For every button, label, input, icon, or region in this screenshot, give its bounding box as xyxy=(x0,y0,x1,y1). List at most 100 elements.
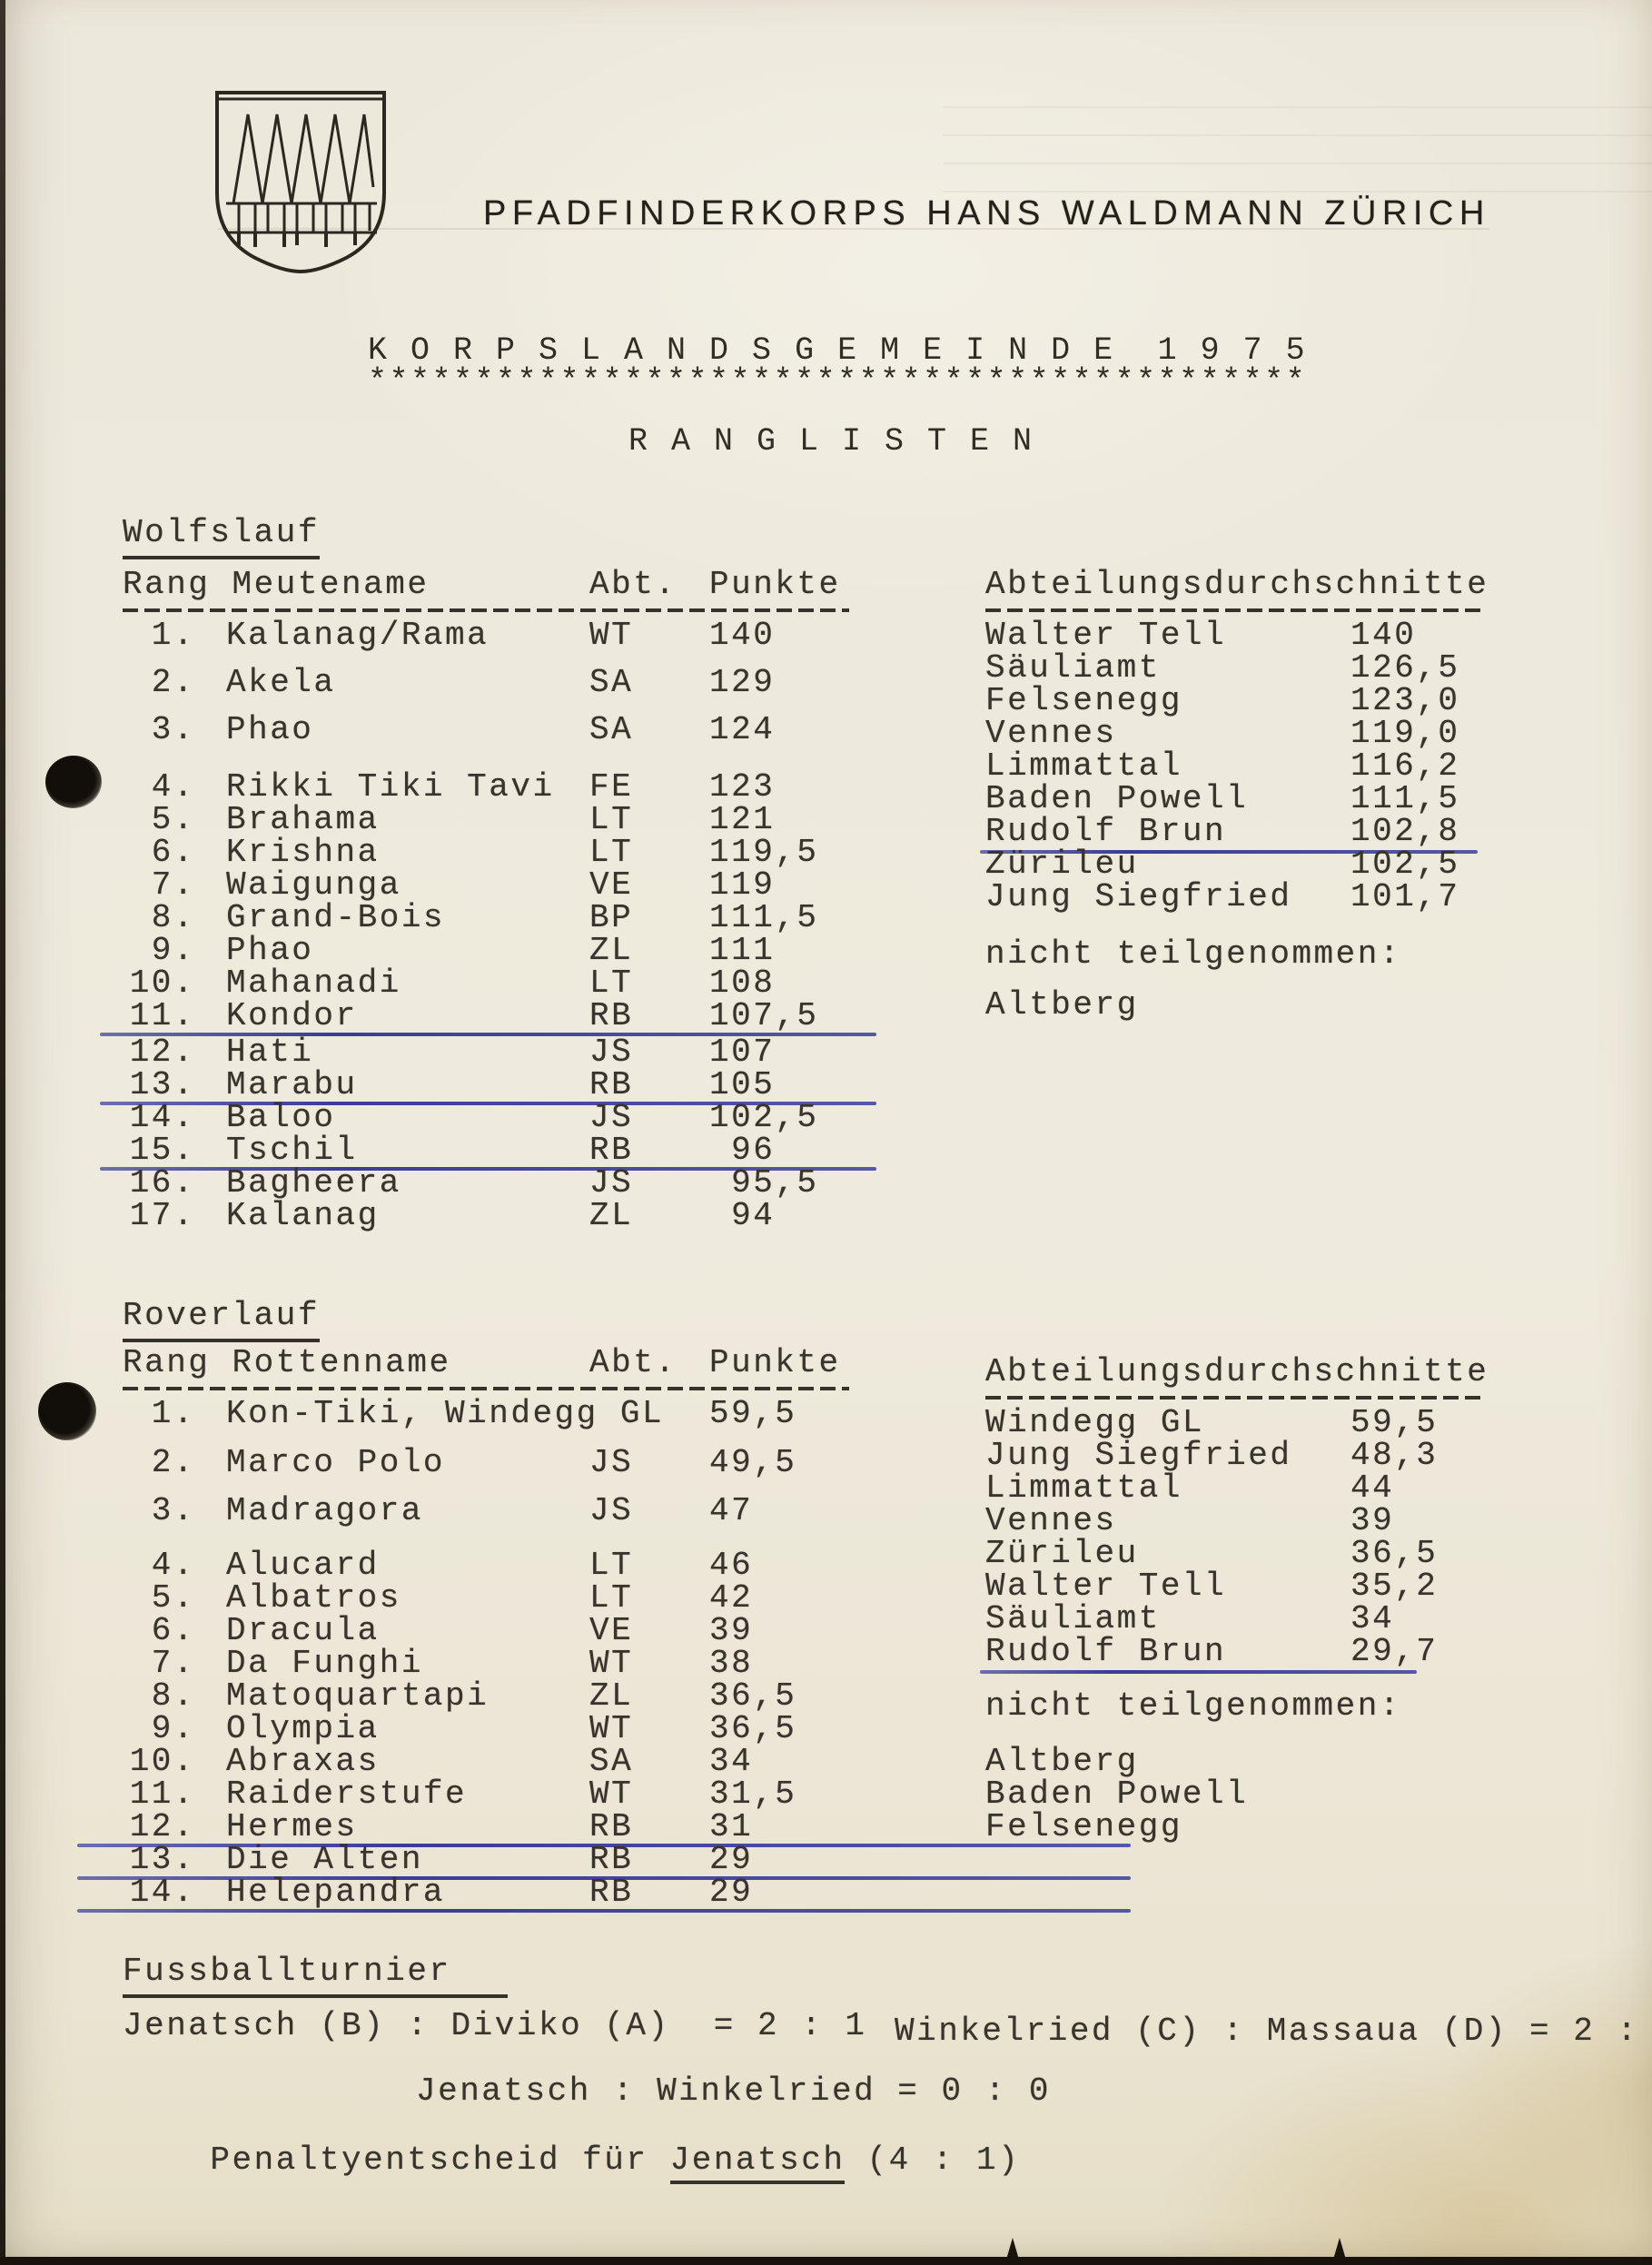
table-row: 4. Alucard LT 46 xyxy=(123,1549,876,1582)
punch-hole xyxy=(45,756,102,808)
list-item: Baden Powell xyxy=(985,1778,1401,1811)
rank-cell: 13. xyxy=(129,1066,195,1103)
document-subtitle: R A N G L I S T E N xyxy=(628,423,1034,460)
abt-cell: JS xyxy=(589,1492,634,1529)
division-value-cell: 126,5 xyxy=(1350,649,1460,687)
punkte-cell: 47 xyxy=(709,1492,754,1529)
abt-cell: LT xyxy=(589,1547,634,1584)
name-cell: Akela xyxy=(226,664,336,701)
average-row: Jung Siegfried 101,7 xyxy=(985,881,1494,914)
column-header-abt: Abt. xyxy=(589,566,678,603)
table-row: 10. Abraxas SA 34 xyxy=(123,1746,876,1778)
division-name-cell: Rudolf Brun xyxy=(985,813,1227,850)
division-value-cell: 111,5 xyxy=(1350,780,1460,817)
roverlauf-rows: 1. Kon-Tiki, Windegg GL 59,5 2. Marco Po… xyxy=(77,1398,1131,1913)
section-heading-text: Roverlauf xyxy=(123,1297,320,1342)
division-value-cell: 123,0 xyxy=(1350,682,1460,719)
punkte-cell: 119 xyxy=(709,866,776,904)
division-name-cell: Säuliamt xyxy=(985,649,1161,687)
name-cell: Die Alten xyxy=(226,1841,423,1878)
abt-cell: WT xyxy=(589,1710,634,1747)
punkte-cell: 108 xyxy=(709,964,776,1002)
rank-cell: 1. xyxy=(151,617,195,654)
abt-cell: JS xyxy=(589,1034,634,1071)
section-heading-text: Fussballturnier xyxy=(123,1953,508,1998)
division-value-cell: 39 xyxy=(1350,1502,1395,1539)
fussball-section-heading: Fussballturnier xyxy=(123,1953,508,1998)
rank-cell: 8. xyxy=(151,1677,195,1715)
scan-streak-line xyxy=(218,228,1489,230)
punkte-cell: 29 xyxy=(709,1874,754,1911)
punkte-cell: 36,5 xyxy=(709,1710,797,1747)
abt-cell: RB xyxy=(589,1841,634,1878)
header-dashed-rule xyxy=(985,608,1483,612)
name-cell: Grand-Bois xyxy=(226,899,446,936)
name-cell: Helepandra xyxy=(226,1874,446,1911)
name-cell: Matoquartapi xyxy=(226,1677,490,1715)
punkte-cell: 129 xyxy=(709,664,776,701)
table-row: 14. Helepandra RB 29 xyxy=(77,1874,1131,1913)
name-cell: Phao xyxy=(226,711,314,748)
rank-cell: 11. xyxy=(129,997,195,1034)
average-row: Walter Tell 35,2 xyxy=(985,1570,1494,1603)
division-name-cell: Zürileu xyxy=(985,1535,1139,1572)
name-cell: Albatros xyxy=(226,1579,401,1617)
abt-cell: SA xyxy=(589,664,634,701)
rank-cell: 13. xyxy=(129,1841,195,1878)
average-row: Baden Powell 111,5 xyxy=(985,783,1494,816)
averages-heading: Abteilungsdurchschnitte xyxy=(985,1356,1494,1389)
wolfslauf-averages: Abteilungsdurchschnitte Walter Tell 140 … xyxy=(980,569,1494,914)
punkte-cell: 123 xyxy=(709,768,776,806)
rank-cell: 7. xyxy=(151,1645,195,1682)
not-participated-list: Altberg Baden Powell Felsenegg xyxy=(985,1746,1401,1844)
punkte-cell: 96 xyxy=(709,1132,776,1169)
division-name-cell: Zürileu xyxy=(985,846,1139,883)
rank-cell: 11. xyxy=(129,1775,195,1813)
rank-cell: 5. xyxy=(151,1579,195,1617)
rank-cell: 6. xyxy=(151,1612,195,1649)
header-dashed-rule xyxy=(123,1387,849,1390)
punkte-cell: 95,5 xyxy=(709,1164,819,1202)
rank-cell: 8. xyxy=(151,899,195,936)
name-cell: Kondor xyxy=(226,997,358,1034)
average-row: Zürileu 102,5 xyxy=(985,848,1494,881)
table-row: 1. Kalanag/Rama WT 140 xyxy=(123,619,876,652)
abt-cell: SA xyxy=(589,1743,634,1780)
rank-cell: 9. xyxy=(151,932,195,969)
punkte-cell: 36,5 xyxy=(709,1677,797,1715)
roverlauf-averages: Abteilungsdurchschnitte Windegg GL 59,5 … xyxy=(980,1356,1494,1674)
abt-cell: ZL xyxy=(589,1197,634,1234)
punkte-cell: 38 xyxy=(709,1645,754,1682)
abt-cell: FE xyxy=(589,768,634,806)
name-cell: Alucard xyxy=(226,1547,380,1584)
table-row: 3. Madragora JS 47 xyxy=(123,1495,876,1528)
table-row: 7. Da Funghi WT 38 xyxy=(123,1647,876,1680)
division-value-cell: 102,8 xyxy=(1350,813,1460,850)
division-value-cell: 29,7 xyxy=(1350,1633,1439,1670)
punkte-cell: 31 xyxy=(709,1808,754,1845)
table-row: 13. Die Alten RB 29 xyxy=(77,1841,1131,1880)
abt-cell: RB xyxy=(589,1808,634,1845)
division-name-cell: Limmattal xyxy=(985,1469,1182,1507)
abt-cell: RB xyxy=(589,997,634,1034)
rank-cell: 6. xyxy=(151,834,195,871)
table-row: 8. Grand-Bois BP 111,5 xyxy=(123,902,876,935)
not-participated-list: Altberg xyxy=(985,989,1401,1022)
division-name-cell: Felsenegg xyxy=(985,682,1182,719)
table-row: 12. Hati JS 107 xyxy=(123,1036,876,1069)
table-row: 1. Kon-Tiki, Windegg GL 59,5 xyxy=(123,1398,876,1430)
division-name-cell: Baden Powell xyxy=(985,780,1249,817)
name-cell: Da Funghi xyxy=(226,1645,423,1682)
rank-cell: 4. xyxy=(151,768,195,806)
averages-heading-text: Abteilungsdurchschnitte xyxy=(985,1353,1489,1390)
table-row: 14. Baloo JS 102,5 xyxy=(123,1102,876,1134)
penalty-prefix: Penaltyentscheid für xyxy=(210,2141,670,2179)
name-cell: Abraxas xyxy=(226,1743,380,1780)
wolfslauf-not-participated: nicht teilgenommen: Altberg xyxy=(985,935,1401,1022)
match-result-1: Jenatsch (B) : Diviko (A) = 2 : 1 xyxy=(123,2007,867,2044)
name-cell: Hermes xyxy=(226,1808,358,1845)
roverlauf-table-header: Rang Rottenname Abt. Punkte xyxy=(123,1347,876,1380)
match-result-final: Jenatsch : Winkelried = 0 : 0 xyxy=(416,2072,1052,2110)
average-row: Walter Tell 140 xyxy=(985,619,1494,652)
name-cell: Rikki Tiki Tavi xyxy=(226,768,555,806)
